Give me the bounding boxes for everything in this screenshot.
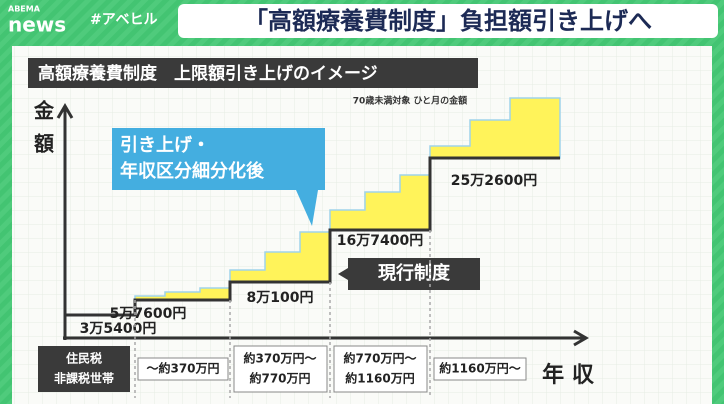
bracket-label: 約1160万円: [345, 371, 414, 386]
bracket-label: 約370万円～: [243, 351, 316, 366]
note: 70歳未満対象 ひと月の金額: [353, 95, 467, 107]
step-label: 3万5400円: [80, 321, 157, 337]
bracket-box: [333, 345, 428, 393]
bracket-label: 約1160万円～: [439, 361, 520, 376]
bracket-label: 非課税世帯: [54, 371, 114, 386]
logo: news: [8, 13, 66, 37]
bracket-label: 約770万円～: [343, 351, 416, 366]
x-axis: [63, 329, 589, 347]
callout-text: 年収区分細分化後: [120, 160, 265, 182]
y-axis-label: 額: [33, 132, 54, 156]
step-label: 16万7400円: [337, 233, 423, 249]
bracket-box: [137, 357, 229, 381]
y-axis: [56, 103, 74, 340]
panel-title: 高額療養費制度 上限額引き上げのイメージ: [38, 63, 378, 84]
step-label: 25万2600円: [451, 173, 537, 189]
bracket-box: [433, 357, 527, 381]
headline-box: [178, 4, 718, 38]
bracket-label: 住民税: [66, 351, 102, 366]
step-label: 8万100円: [247, 290, 314, 306]
hashtag: #アベヒル: [90, 12, 157, 28]
logo-small: ABEMA: [8, 5, 41, 14]
callout-text: 引き上げ・: [120, 135, 210, 156]
current-label-box: [338, 258, 480, 290]
x-axis-label: 年 収: [542, 362, 595, 388]
panel-title-box: [28, 58, 478, 88]
headline: 「高額療養費制度」負担額引き上げへ: [244, 7, 652, 35]
bracket-label: 約770万円: [249, 371, 310, 386]
bracket-box: [233, 345, 328, 393]
bracket-box: [38, 346, 130, 392]
increase-steps: [134, 97, 561, 301]
current-label: 現行制度: [378, 262, 451, 284]
y-axis-label: 金: [33, 99, 55, 123]
dividers: [134, 230, 431, 398]
bracket-label: ～約370万円: [146, 361, 219, 376]
step-label: 5万7600円: [110, 306, 187, 322]
callout-box: [112, 128, 325, 226]
